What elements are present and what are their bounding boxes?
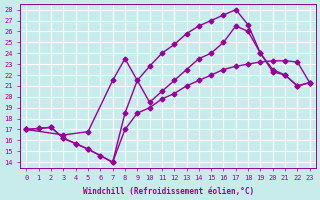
X-axis label: Windchill (Refroidissement éolien,°C): Windchill (Refroidissement éolien,°C) (83, 187, 254, 196)
